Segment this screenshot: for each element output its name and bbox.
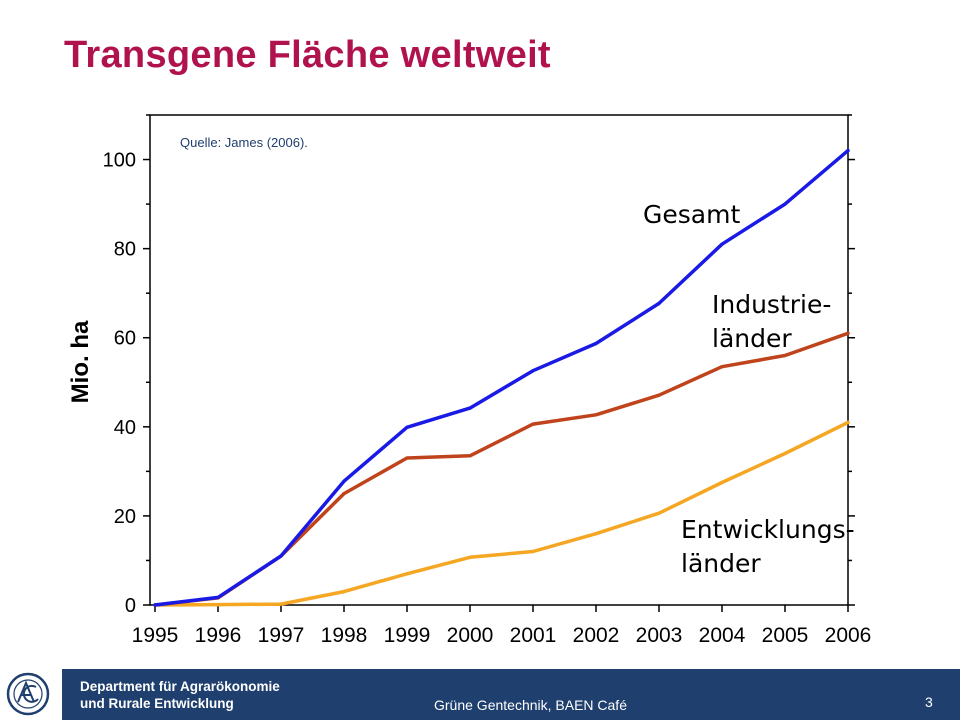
- x-tick-label: 2002: [573, 624, 620, 647]
- data-point: [153, 603, 157, 607]
- data-point: [531, 549, 535, 554]
- chart-axes: [149, 114, 849, 606]
- data-point: [216, 602, 220, 607]
- x-tick-label: 2003: [636, 624, 683, 647]
- data-point: [216, 595, 220, 600]
- logo-area: [0, 669, 62, 720]
- page-number: 3: [925, 694, 933, 710]
- x-tick-label: 2006: [825, 624, 872, 647]
- data-point: [783, 451, 787, 456]
- data-point: [468, 406, 472, 410]
- slide-title: Transgene Fläche weltweit: [64, 34, 551, 76]
- series-label: Gesamt: [643, 200, 740, 229]
- y-tick-label: 100: [103, 150, 136, 172]
- data-point: [405, 425, 409, 429]
- data-point: [846, 149, 850, 153]
- data-point: [405, 572, 409, 576]
- y-tick-label: 60: [114, 328, 136, 350]
- data-point: [594, 341, 598, 346]
- x-tick-label: 2000: [447, 624, 494, 647]
- data-point: [657, 301, 661, 306]
- data-point: [468, 555, 472, 559]
- x-tick-label: 1996: [195, 624, 242, 647]
- data-point: [531, 369, 535, 373]
- x-tick-label: 2001: [510, 624, 557, 647]
- y-tick-label: 80: [114, 239, 136, 261]
- data-point: [720, 242, 724, 246]
- department-name: Department für Agrarökonomie und Rurale …: [80, 678, 280, 712]
- data-point: [846, 331, 850, 335]
- data-point: [657, 393, 661, 397]
- series-line: [153, 420, 850, 607]
- plot-frame: [149, 114, 849, 606]
- data-point: [720, 365, 724, 369]
- y-axis-label: Mio. ha: [67, 320, 94, 403]
- department-line-2: und Rurale Entwicklung: [80, 696, 234, 711]
- data-point: [468, 454, 472, 458]
- data-point: [279, 602, 283, 606]
- data-point: [783, 353, 787, 358]
- y-tick-label: 0: [125, 595, 136, 617]
- y-tick-label: 20: [114, 506, 136, 528]
- line-chart: 0 20 40 60 80 100 1995 1996 1997 1998 1999 2000 2001…: [67, 114, 872, 647]
- footer: [0, 669, 960, 720]
- x-tick-label: 2004: [699, 624, 746, 647]
- data-point: [846, 420, 850, 424]
- source-note: Quelle: James (2006).: [180, 135, 308, 150]
- chart-series: [153, 148, 850, 607]
- data-point: [720, 480, 724, 485]
- x-tick-label: 2005: [762, 624, 809, 647]
- series-line: [153, 148, 850, 607]
- data-point: [405, 456, 409, 460]
- data-point: [342, 590, 346, 594]
- data-point: [594, 413, 598, 417]
- data-point: [279, 554, 283, 558]
- footer-bar: [62, 669, 960, 720]
- data-point: [342, 479, 346, 483]
- department-line-1: Department für Agrarökonomie: [80, 679, 280, 694]
- chart-series-labels: Gesamt Industrie-länder Entwicklungs-lände…: [643, 200, 855, 578]
- data-point: [657, 511, 661, 515]
- data-point: [594, 532, 598, 536]
- data-point: [531, 422, 535, 426]
- series-label: länder: [712, 324, 792, 353]
- footer-center-text: Grüne Gentechnik, BAEN Café: [434, 697, 627, 713]
- data-point: [783, 202, 787, 206]
- x-tick-label: 1998: [321, 624, 368, 647]
- x-tick-label: 1995: [132, 624, 179, 647]
- chart-ticks: 0 20 40 60 80 100 1995 1996 1997 1998 1999 2000 2001…: [103, 114, 872, 647]
- x-tick-label: 1997: [258, 624, 305, 647]
- series-label: Industrie-: [712, 290, 831, 319]
- series-label: Entwicklungs-: [681, 515, 855, 544]
- series-label: länder: [681, 549, 761, 578]
- y-tick-label: 40: [114, 417, 136, 439]
- x-tick-label: 1999: [384, 624, 431, 647]
- data-point: [342, 492, 346, 496]
- university-seal-logo: [6, 672, 50, 716]
